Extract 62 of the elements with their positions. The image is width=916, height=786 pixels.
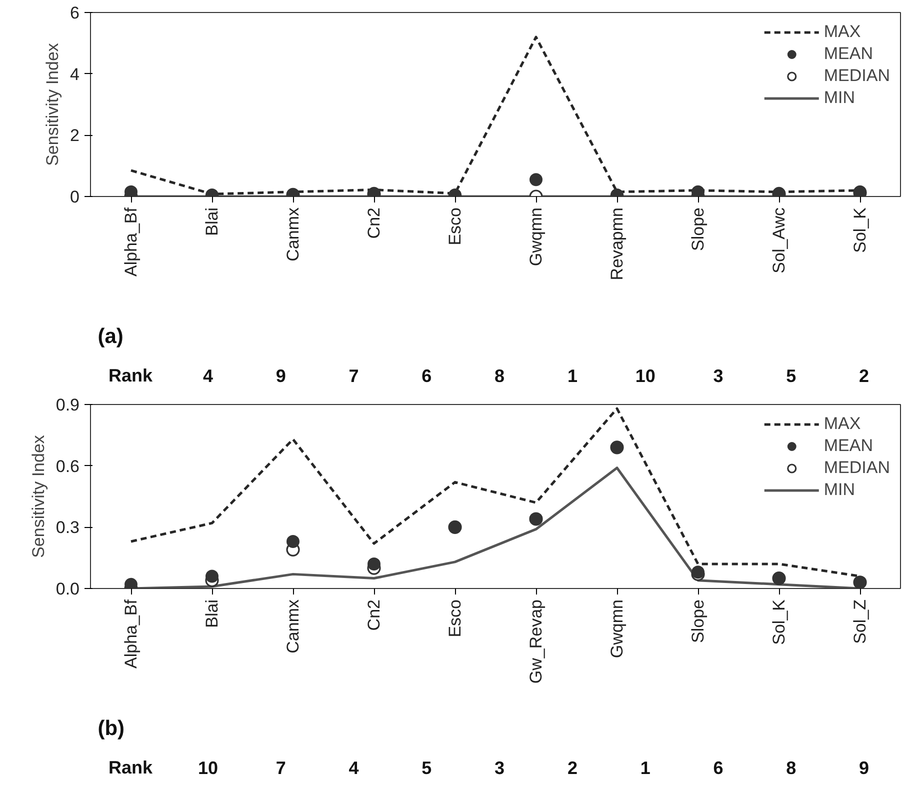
y-tick-label: 6: [70, 4, 80, 22]
text: 9: [276, 366, 286, 386]
x-tick-label: Sol_Z: [850, 599, 870, 644]
y-tick-label: 0.3: [56, 518, 80, 538]
text: 10: [198, 758, 218, 778]
legend-label: MAX: [824, 414, 861, 434]
x-tick-label: Alpha_Bf: [122, 207, 140, 276]
legend-label: MAX: [824, 22, 861, 42]
text: Rank: [108, 365, 154, 386]
x-tick-label: Esco: [446, 599, 464, 638]
text: 9: [859, 758, 870, 778]
text: 4: [348, 758, 359, 778]
x-tick-label: Gwqmn: [608, 599, 626, 658]
text: 6: [713, 758, 724, 778]
y-tick-label: 4: [70, 64, 80, 84]
y-axis-title: Sensitivity Index: [28, 434, 48, 558]
text: 5: [422, 758, 432, 778]
text: 1: [640, 758, 650, 778]
text: 1: [567, 366, 578, 386]
text: 8: [494, 366, 505, 386]
text: 7: [276, 758, 286, 778]
y-tick-label: 0.0: [56, 580, 80, 598]
text: 3: [713, 366, 724, 386]
x-tick-label: Alpha_Bf: [122, 599, 140, 668]
text: (a): [98, 324, 124, 348]
x-tick-label: Sol_Awc: [770, 207, 788, 274]
x-tick-label: Slope: [688, 599, 708, 643]
x-tick-label: Canmx: [284, 207, 302, 262]
text: 5: [786, 366, 796, 386]
legend-label: MEAN: [824, 436, 873, 456]
text: 3: [494, 758, 505, 778]
x-tick-label: Revapmn: [608, 207, 626, 280]
text: 7: [348, 366, 359, 386]
text: Rank: [108, 757, 154, 778]
legend-label: MEAN: [824, 44, 873, 64]
text: 2: [567, 758, 578, 778]
y-tick-label: 0.9: [56, 396, 80, 414]
x-tick-label: Canmx: [284, 599, 302, 654]
y-tick-label: 0: [70, 188, 80, 206]
text: 8: [786, 758, 796, 778]
legend-label: MEDIAN: [824, 458, 890, 478]
y-tick-label: 0.6: [56, 456, 80, 476]
text: 10: [635, 366, 656, 386]
y-axis-title: Sensitivity Index: [43, 42, 62, 166]
x-tick-label: Slope: [688, 207, 708, 251]
x-tick-label: Sol_K: [850, 206, 870, 253]
y-tick-label: 2: [70, 126, 80, 146]
text: 6: [422, 366, 432, 386]
x-tick-label: Sol_K: [770, 598, 788, 645]
text: 2: [859, 366, 870, 386]
legend-label: MIN: [824, 480, 856, 500]
x-tick-label: Blai: [202, 207, 222, 236]
x-tick-label: Cn2: [364, 208, 384, 239]
text: 4: [202, 366, 213, 386]
legend-label: MEDIAN: [824, 66, 890, 86]
legend-label: MIN: [824, 88, 856, 108]
x-tick-label: Gw_Revap: [526, 599, 546, 684]
x-tick-label: Blai: [202, 599, 222, 628]
x-tick-label: Esco: [446, 207, 464, 246]
text: (b): [98, 716, 125, 740]
x-tick-label: Cn2: [364, 600, 384, 631]
x-tick-label: Gwqmn: [526, 207, 546, 266]
